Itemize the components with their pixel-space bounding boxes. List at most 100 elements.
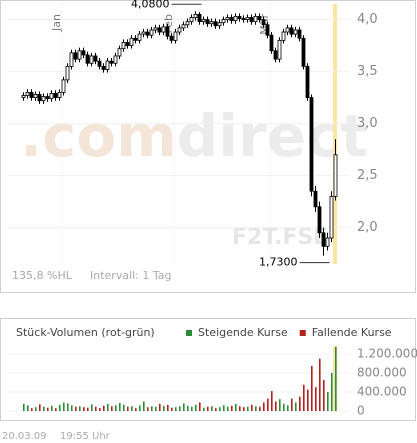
candle-body — [89, 55, 94, 64]
volume-bar — [67, 403, 69, 411]
candle-body — [185, 21, 190, 26]
candle-body — [169, 35, 174, 41]
volume-bar — [299, 396, 301, 411]
x-tick-label: Jan — [50, 14, 63, 32]
legend-swatch — [186, 330, 192, 336]
volume-bar — [271, 391, 273, 411]
candle-body — [57, 91, 62, 98]
candle-body — [321, 232, 326, 247]
volume-bar — [23, 403, 25, 411]
volume-bar — [279, 399, 281, 411]
legend-label: Steigende Kurse — [198, 326, 288, 339]
volume-bar — [83, 407, 85, 411]
volume-bar — [335, 346, 337, 411]
volume-bar — [91, 404, 93, 411]
candle-body — [217, 22, 222, 27]
volume-bar — [115, 405, 117, 411]
volume-bar — [175, 407, 177, 411]
volume-bar — [263, 402, 265, 411]
volume-bar — [195, 404, 197, 411]
volume-bar — [47, 407, 49, 411]
candle-body — [165, 26, 170, 37]
volume-title: Stück-Volumen (rot-grün) — [16, 326, 155, 339]
y-tick-label: 400.000 — [357, 385, 407, 399]
footer-time: 19:55 Uhr — [60, 431, 111, 442]
candle-body — [269, 34, 274, 52]
candle-body — [145, 31, 150, 36]
candle-body — [49, 93, 54, 100]
watermark-part: direct — [177, 102, 368, 170]
volume-bar — [267, 398, 269, 411]
y-tick-label: 3,5 — [357, 64, 378, 79]
y-tick-label: 2,5 — [357, 168, 378, 183]
volume-bar — [171, 407, 173, 411]
candle-body — [117, 48, 122, 57]
candle-body — [197, 13, 202, 23]
candle-body — [293, 29, 298, 35]
candle-body — [325, 237, 330, 247]
candle-body — [133, 37, 138, 41]
candle-body — [153, 27, 158, 31]
candle-body — [233, 16, 238, 22]
candle-body — [73, 52, 78, 60]
volume-bar — [207, 406, 209, 411]
candle-body — [109, 60, 114, 64]
candle-body — [301, 37, 306, 67]
candle-body — [101, 65, 106, 70]
y-tick-label: 4,0 — [357, 12, 378, 27]
y-tick-label: 2,0 — [357, 220, 378, 235]
candle-body — [137, 33, 142, 41]
volume-bar — [227, 406, 229, 411]
candle-body — [261, 19, 266, 26]
candle-body — [289, 27, 294, 35]
volume-bar — [315, 387, 317, 411]
volume-bar — [31, 408, 33, 411]
volume-bar — [235, 403, 237, 411]
volume-bar — [179, 406, 181, 411]
candle-body — [93, 55, 98, 62]
volume-bar — [251, 404, 253, 411]
volume-bar — [143, 401, 145, 411]
volume-bar — [95, 406, 97, 411]
volume-bar — [191, 406, 193, 411]
volume-bar — [119, 402, 121, 411]
volume-bar — [167, 404, 169, 411]
y-tick-label: 1.200.000 — [357, 347, 417, 361]
legend-label: Fallende Kurse — [312, 326, 392, 339]
volume-bar — [71, 405, 73, 411]
candle-body — [297, 29, 302, 39]
candle-body — [77, 50, 82, 60]
volume-bar — [311, 365, 313, 411]
volume-bar — [183, 403, 185, 411]
candle-body — [81, 50, 86, 56]
candle-body — [277, 39, 282, 60]
candle-body — [313, 190, 318, 208]
candle-body — [69, 52, 74, 67]
price-panel — [0, 0, 416, 293]
y-tick-label: 800.000 — [357, 366, 407, 380]
volume-bar — [43, 406, 45, 411]
candle-body — [257, 16, 262, 20]
candle-body — [265, 24, 270, 36]
candle-body — [229, 17, 234, 22]
candle-body — [29, 91, 34, 98]
watermark: .comdirect — [20, 102, 368, 170]
volume-bar — [295, 402, 297, 411]
volume-bar — [283, 403, 285, 411]
volume-bar — [287, 405, 289, 411]
volume-bar — [243, 407, 245, 411]
volume-bar — [247, 406, 249, 411]
candle-body — [33, 94, 38, 98]
volume-bar — [215, 408, 217, 411]
volume-bar — [219, 407, 221, 411]
volume-bar — [63, 402, 65, 411]
candle-body — [105, 60, 110, 70]
candle-body — [245, 17, 250, 20]
volume-bar — [255, 406, 257, 411]
volume-bar — [163, 405, 165, 411]
volume-bar — [135, 408, 137, 411]
candle-body — [221, 19, 226, 24]
footer-date: 20.03.09 — [2, 431, 47, 442]
